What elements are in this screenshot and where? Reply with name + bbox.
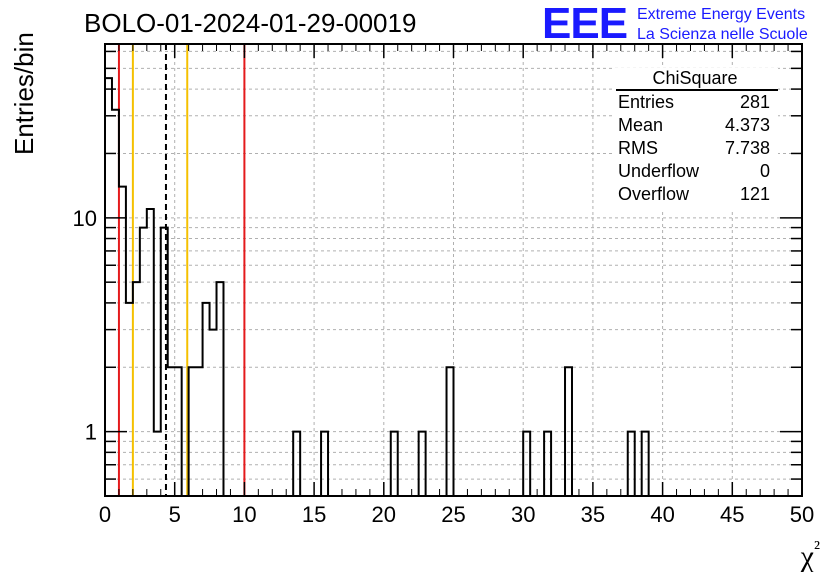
- x-tick-label: 15: [302, 502, 326, 527]
- stats-value: 121: [739, 184, 770, 204]
- logo-line2: La Scienza nelle Scuole: [637, 26, 808, 43]
- x-tick-label: 5: [169, 502, 181, 527]
- stats-row-underflow: Underflow 0: [618, 161, 770, 184]
- y-axis-label: Entries/bin: [9, 32, 39, 155]
- logo-mark: EEE: [542, 0, 628, 48]
- stats-key: Mean: [618, 115, 664, 135]
- x-tick-label: 10: [232, 502, 256, 527]
- x-tick-label: 50: [790, 502, 814, 527]
- stats-value: 0: [759, 161, 770, 181]
- x-tick-label: 35: [581, 502, 605, 527]
- stats-key: Underflow: [618, 161, 700, 181]
- stats-title: ChiSquare: [652, 68, 738, 88]
- x-tick-label: 30: [511, 502, 535, 527]
- x-tick-labels: 0 5 10 15 20 25 30 35 40 45 50: [99, 502, 814, 527]
- x-tick-label: 20: [372, 502, 396, 527]
- stats-row-mean: Mean 4.373: [618, 115, 770, 138]
- y-tick-label: 1: [85, 420, 97, 445]
- x-tick-label: 45: [720, 502, 744, 527]
- x-tick-label: 0: [99, 502, 111, 527]
- stats-key: RMS: [618, 138, 658, 158]
- stats-key: Entries: [618, 92, 675, 112]
- stats-key: Overflow: [618, 184, 690, 204]
- stats-box: ChiSquare Entries 281 Mean 4.373 RMS 7.7…: [612, 68, 778, 210]
- x-axis-label: χ²: [800, 537, 820, 572]
- stats-row-rms: RMS 7.738: [618, 138, 770, 161]
- axis-ticks: [104, 44, 803, 497]
- stats-row-entries: Entries 281: [618, 92, 770, 115]
- stats-value: 7.738: [724, 138, 770, 158]
- x-tick-label: 40: [650, 502, 674, 527]
- eee-logo: EEE Extreme Energy Events La Scienza nel…: [542, 2, 832, 46]
- x-tick-label: 25: [441, 502, 465, 527]
- y-tick-label: 10: [73, 206, 97, 231]
- chart-title: BOLO-01-2024-01-29-00019: [84, 8, 417, 38]
- stats-row-overflow: Overflow 121: [618, 184, 770, 207]
- stats-separator: [616, 89, 778, 91]
- stats-value: 281: [739, 92, 770, 112]
- y-tick-labels: 1 10: [73, 206, 97, 445]
- stats-value: 4.373: [724, 115, 770, 135]
- logo-line1: Extreme Energy Events: [637, 6, 806, 23]
